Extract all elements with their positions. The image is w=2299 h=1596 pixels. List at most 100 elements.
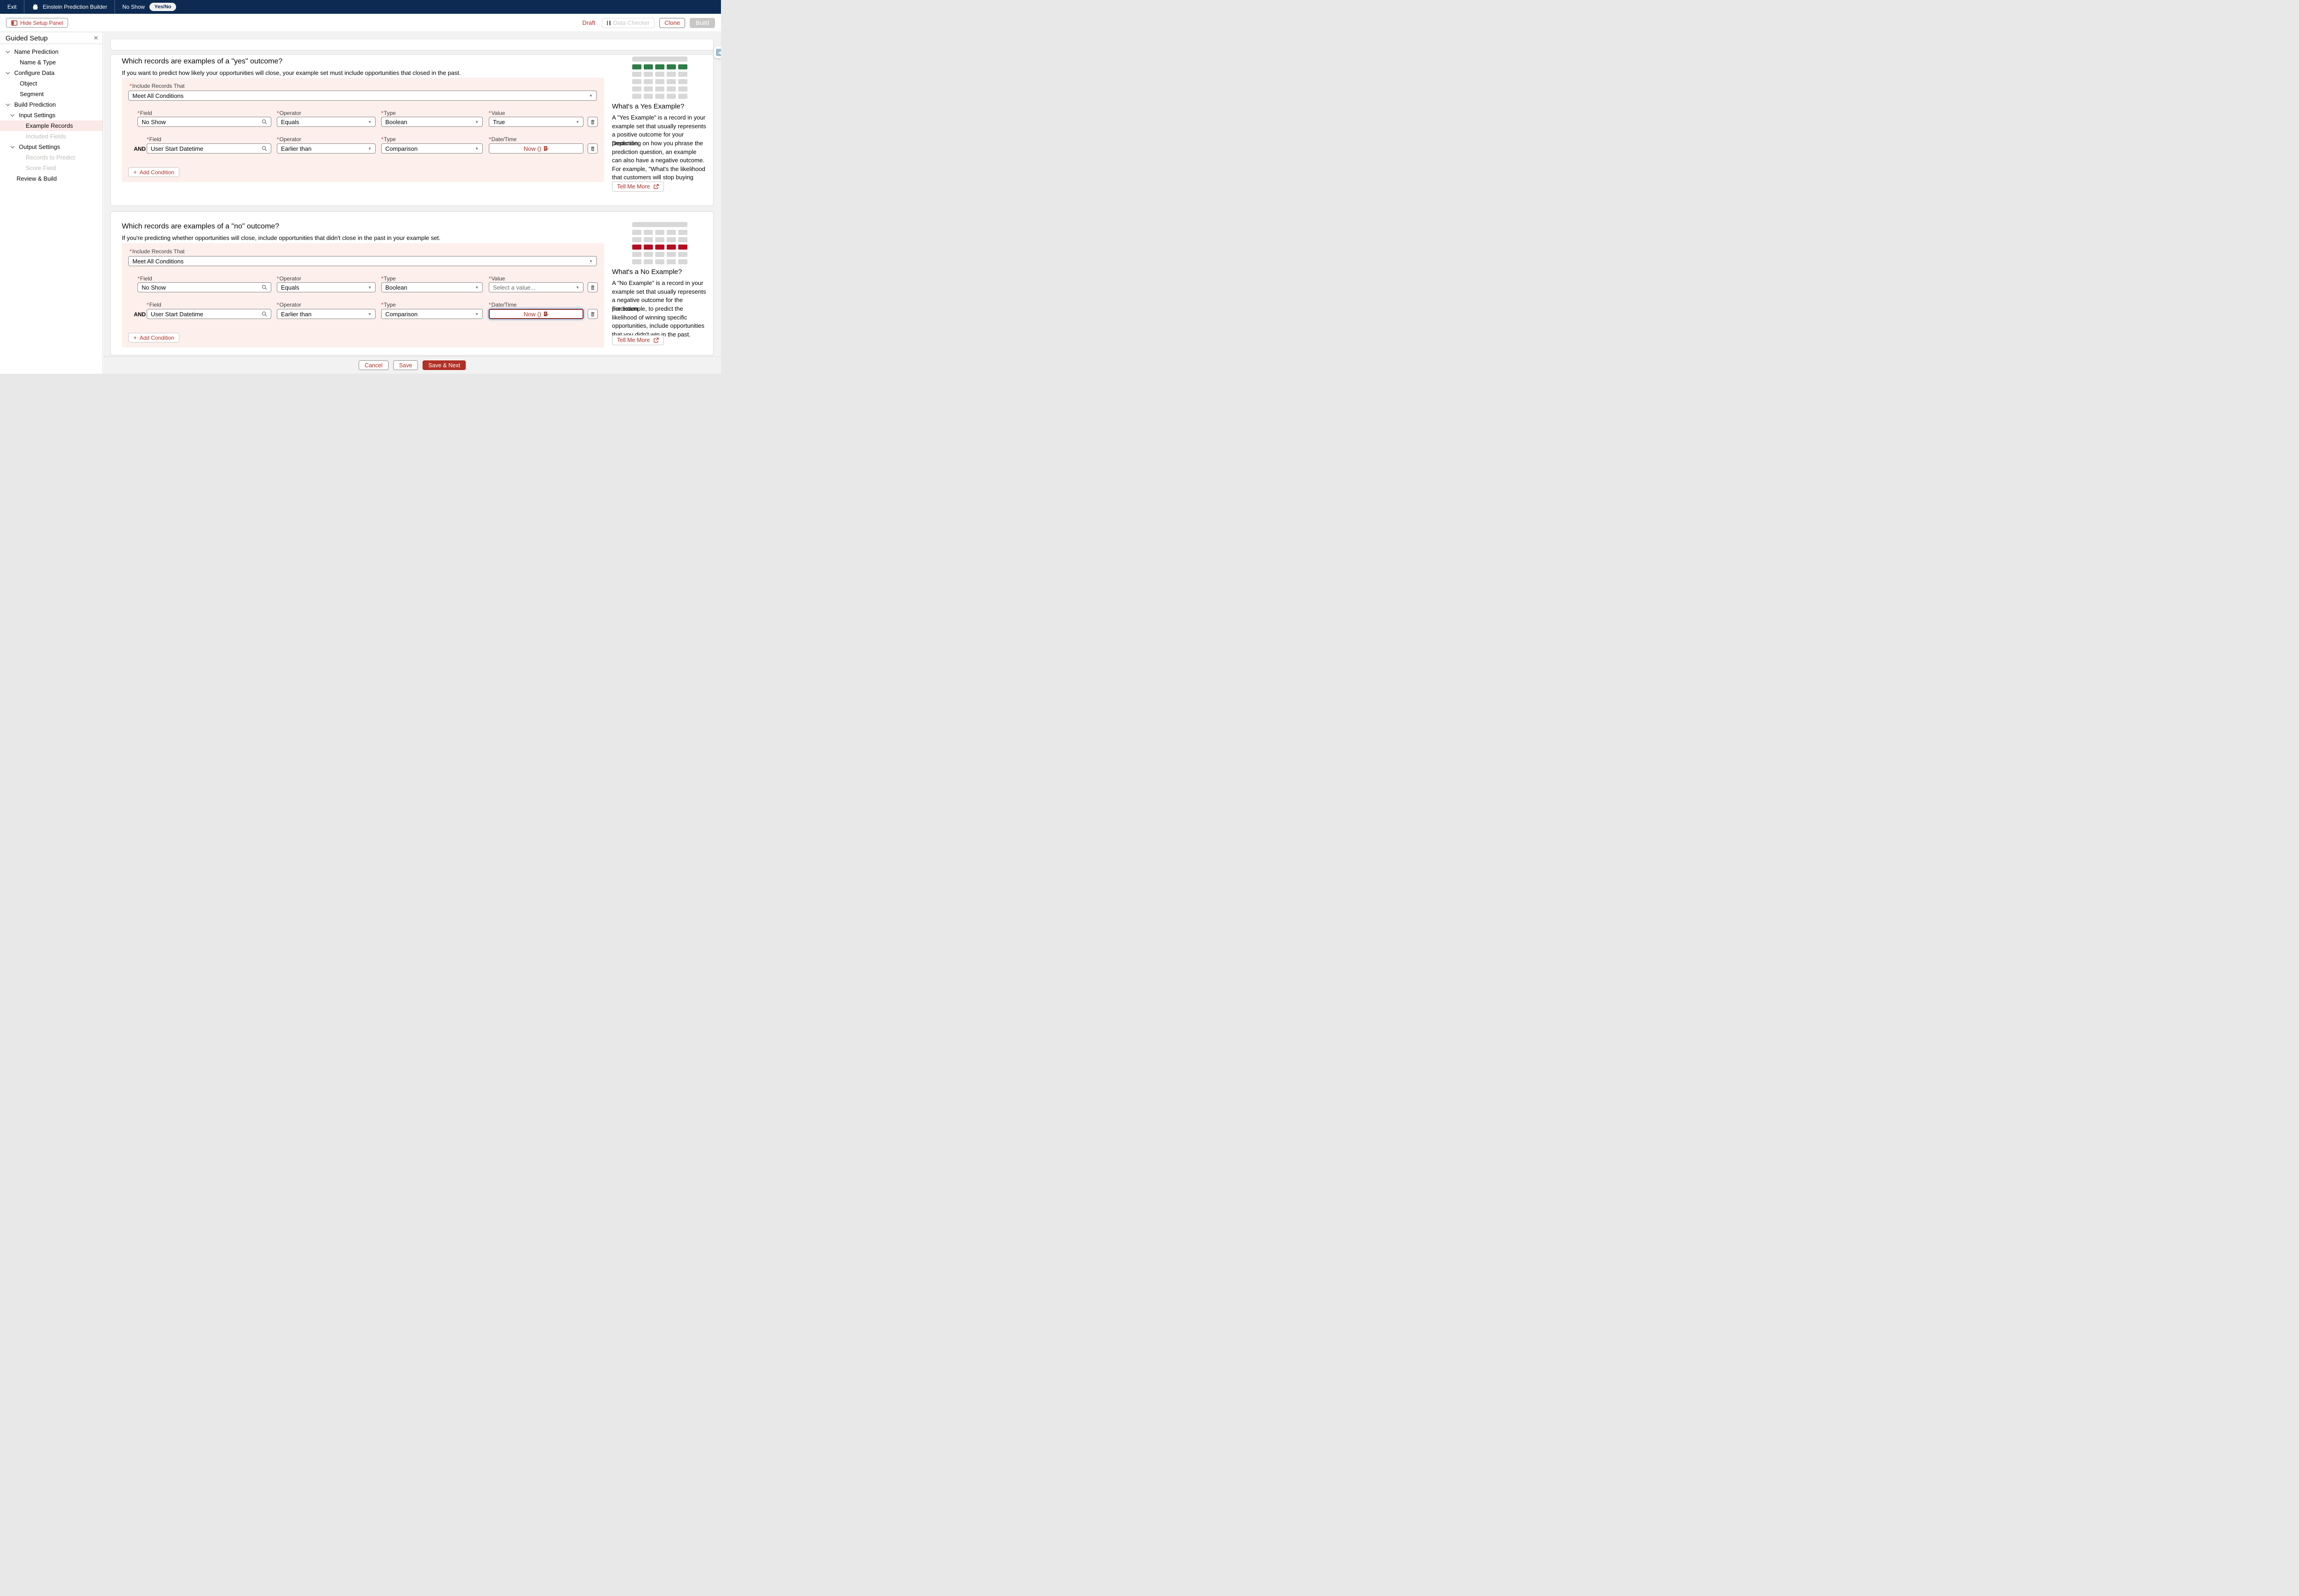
aside-paragraph: Depending on how you phrase the predicti… — [612, 140, 705, 189]
tell-me-more-button[interactable]: Tell Me More — [612, 182, 664, 192]
match-conditions-select[interactable]: Meet All Conditions ▼ — [128, 91, 597, 101]
sidebar-item-configure-data[interactable]: Configure Data — [0, 68, 103, 78]
type-select[interactable]: Comparison ▼ — [381, 309, 483, 319]
field-lookup-input[interactable]: No Show — [137, 117, 271, 127]
include-records-label: *Include Records That — [130, 248, 185, 255]
chevron-down-icon[interactable] — [6, 103, 10, 106]
einstein-prediction-builder-app: Exit Einstein Prediction Builder No Show… — [0, 0, 721, 374]
sidebar-item-segment[interactable]: Segment — [20, 91, 44, 97]
build-button[interactable]: Build — [690, 17, 715, 28]
field-label: *Field — [137, 110, 152, 116]
type-label: *Type — [381, 110, 396, 116]
yes-section-title: Which records are examples of a "yes" ou… — [122, 57, 283, 65]
delete-condition-button[interactable] — [588, 143, 598, 154]
field-lookup-input[interactable]: User Start Datetime — [147, 309, 271, 319]
search-icon[interactable] — [262, 311, 267, 317]
add-condition-button[interactable]: + Add Condition — [128, 333, 179, 342]
previous-card-fragment — [110, 40, 714, 51]
aside-paragraph: For example, to predict the likelihood o… — [612, 305, 704, 338]
datetime-formula-input[interactable]: Now () — [489, 309, 583, 319]
example-records-graphic — [632, 57, 687, 101]
field-lookup-input[interactable]: User Start Datetime — [147, 143, 271, 154]
operator-select[interactable]: Equals ▼ — [277, 117, 376, 127]
einstein-icon — [32, 3, 39, 11]
data-checker-button[interactable]: Data Checker — [601, 17, 655, 28]
save-button[interactable]: Save — [393, 360, 418, 370]
field-lookup-input[interactable]: No Show — [137, 282, 271, 292]
sidebar-item-name-type[interactable]: Name & Type — [20, 59, 56, 66]
sidebar-item-object[interactable]: Object — [20, 80, 37, 87]
sidebar-item-input-settings[interactable]: Input Settings — [0, 110, 103, 120]
chevron-down-icon[interactable] — [6, 51, 10, 53]
type-select[interactable]: Comparison ▼ — [381, 143, 483, 154]
yes-conditions-panel: *Include Records That Meet All Condition… — [122, 78, 604, 182]
sidebar-item-review-build[interactable]: Review & Build — [17, 175, 57, 182]
top-navigation-bar: Exit Einstein Prediction Builder No Show… — [0, 0, 721, 14]
search-icon[interactable] — [262, 119, 267, 125]
chevron-down-icon[interactable] — [10, 146, 15, 148]
sidebar-item-included-fields: Included Fields — [26, 133, 66, 140]
tell-me-more-button[interactable]: Tell Me More — [612, 335, 664, 345]
app-title: Einstein Prediction Builder — [43, 4, 108, 10]
hide-setup-panel-button[interactable]: Hide Setup Panel — [6, 18, 69, 28]
plus-icon: + — [133, 334, 137, 341]
operator-label: *Operator — [277, 136, 302, 142]
aside-title: What's a No Example? — [612, 268, 682, 276]
pause-icon — [606, 20, 611, 25]
chevron-down-icon: ▼ — [475, 146, 479, 151]
search-icon[interactable] — [262, 285, 267, 290]
type-select[interactable]: Boolean ▼ — [381, 282, 483, 292]
datetime-label: *Date/Time — [489, 136, 517, 142]
chevron-down-icon: ▼ — [368, 285, 372, 290]
main-content: Which records are examples of a "yes" ou… — [103, 33, 721, 374]
datetime-formula-input[interactable]: Now () — [489, 143, 583, 154]
collapse-panel-tab[interactable]: ◀ — [714, 46, 721, 58]
clone-button[interactable]: Clone — [659, 17, 686, 28]
sidebar-item-output-settings[interactable]: Output Settings — [0, 142, 103, 152]
sidebar-item-build-prediction[interactable]: Build Prediction — [0, 99, 103, 110]
chevron-down-icon: ▼ — [475, 312, 479, 316]
value-select[interactable]: True ▼ — [489, 117, 583, 127]
guided-setup-sidebar: Guided Setup ✕ Name Prediction Name & Ty… — [0, 33, 103, 374]
exit-button[interactable]: Exit — [7, 4, 17, 10]
external-link-icon — [653, 337, 659, 343]
field-label: *Field — [147, 136, 161, 142]
operator-label: *Operator — [277, 110, 302, 116]
value-select[interactable]: Select a value... ▼ — [489, 282, 583, 292]
delete-condition-button[interactable] — [588, 282, 598, 292]
chevron-down-icon: ▼ — [576, 285, 579, 290]
match-conditions-select[interactable]: Meet All Conditions ▼ — [128, 256, 597, 266]
cancel-button[interactable]: Cancel — [359, 360, 389, 370]
formula-edit-icon — [543, 311, 549, 317]
delete-condition-button[interactable] — [588, 309, 598, 319]
datetime-label: *Date/Time — [489, 302, 517, 308]
yes-example-aside: What's a Yes Example? A "Yes Example" is… — [612, 55, 708, 205]
field-label: *Field — [137, 275, 152, 282]
save-next-button[interactable]: Save & Next — [423, 360, 466, 370]
type-select[interactable]: Boolean ▼ — [381, 117, 483, 127]
field-label: *Field — [147, 302, 161, 308]
operator-label: *Operator — [277, 275, 302, 282]
chevron-down-icon: ▼ — [368, 312, 372, 316]
search-icon[interactable] — [262, 146, 267, 151]
chevron-down-icon: ▼ — [576, 120, 579, 124]
operator-select[interactable]: Earlier than ▼ — [277, 143, 376, 154]
aside-paragraph: A "No Example" is a record in your examp… — [612, 279, 706, 312]
aside-title: What's a Yes Example? — [612, 103, 685, 110]
prediction-type-badge: Yes/No — [149, 3, 177, 11]
type-label: *Type — [381, 136, 396, 142]
add-condition-button[interactable]: + Add Condition — [128, 167, 179, 177]
operator-select[interactable]: Equals ▼ — [277, 282, 376, 292]
operator-select[interactable]: Earlier than ▼ — [277, 309, 376, 319]
nav-divider — [114, 0, 115, 14]
chevron-down-icon[interactable] — [10, 114, 15, 117]
chevron-down-icon[interactable] — [6, 72, 10, 74]
status-badge: Draft — [582, 19, 595, 26]
close-icon[interactable]: ✕ — [93, 34, 98, 41]
delete-condition-button[interactable] — [588, 117, 598, 127]
no-example-aside: What's a No Example? A "No Example" is a… — [612, 212, 708, 355]
prediction-name: No Show — [122, 4, 145, 10]
sidebar-item-name-prediction[interactable]: Name Prediction — [0, 46, 103, 57]
sidebar-item-example-records[interactable]: Example Records — [0, 120, 103, 131]
value-label: *Value — [489, 275, 505, 282]
